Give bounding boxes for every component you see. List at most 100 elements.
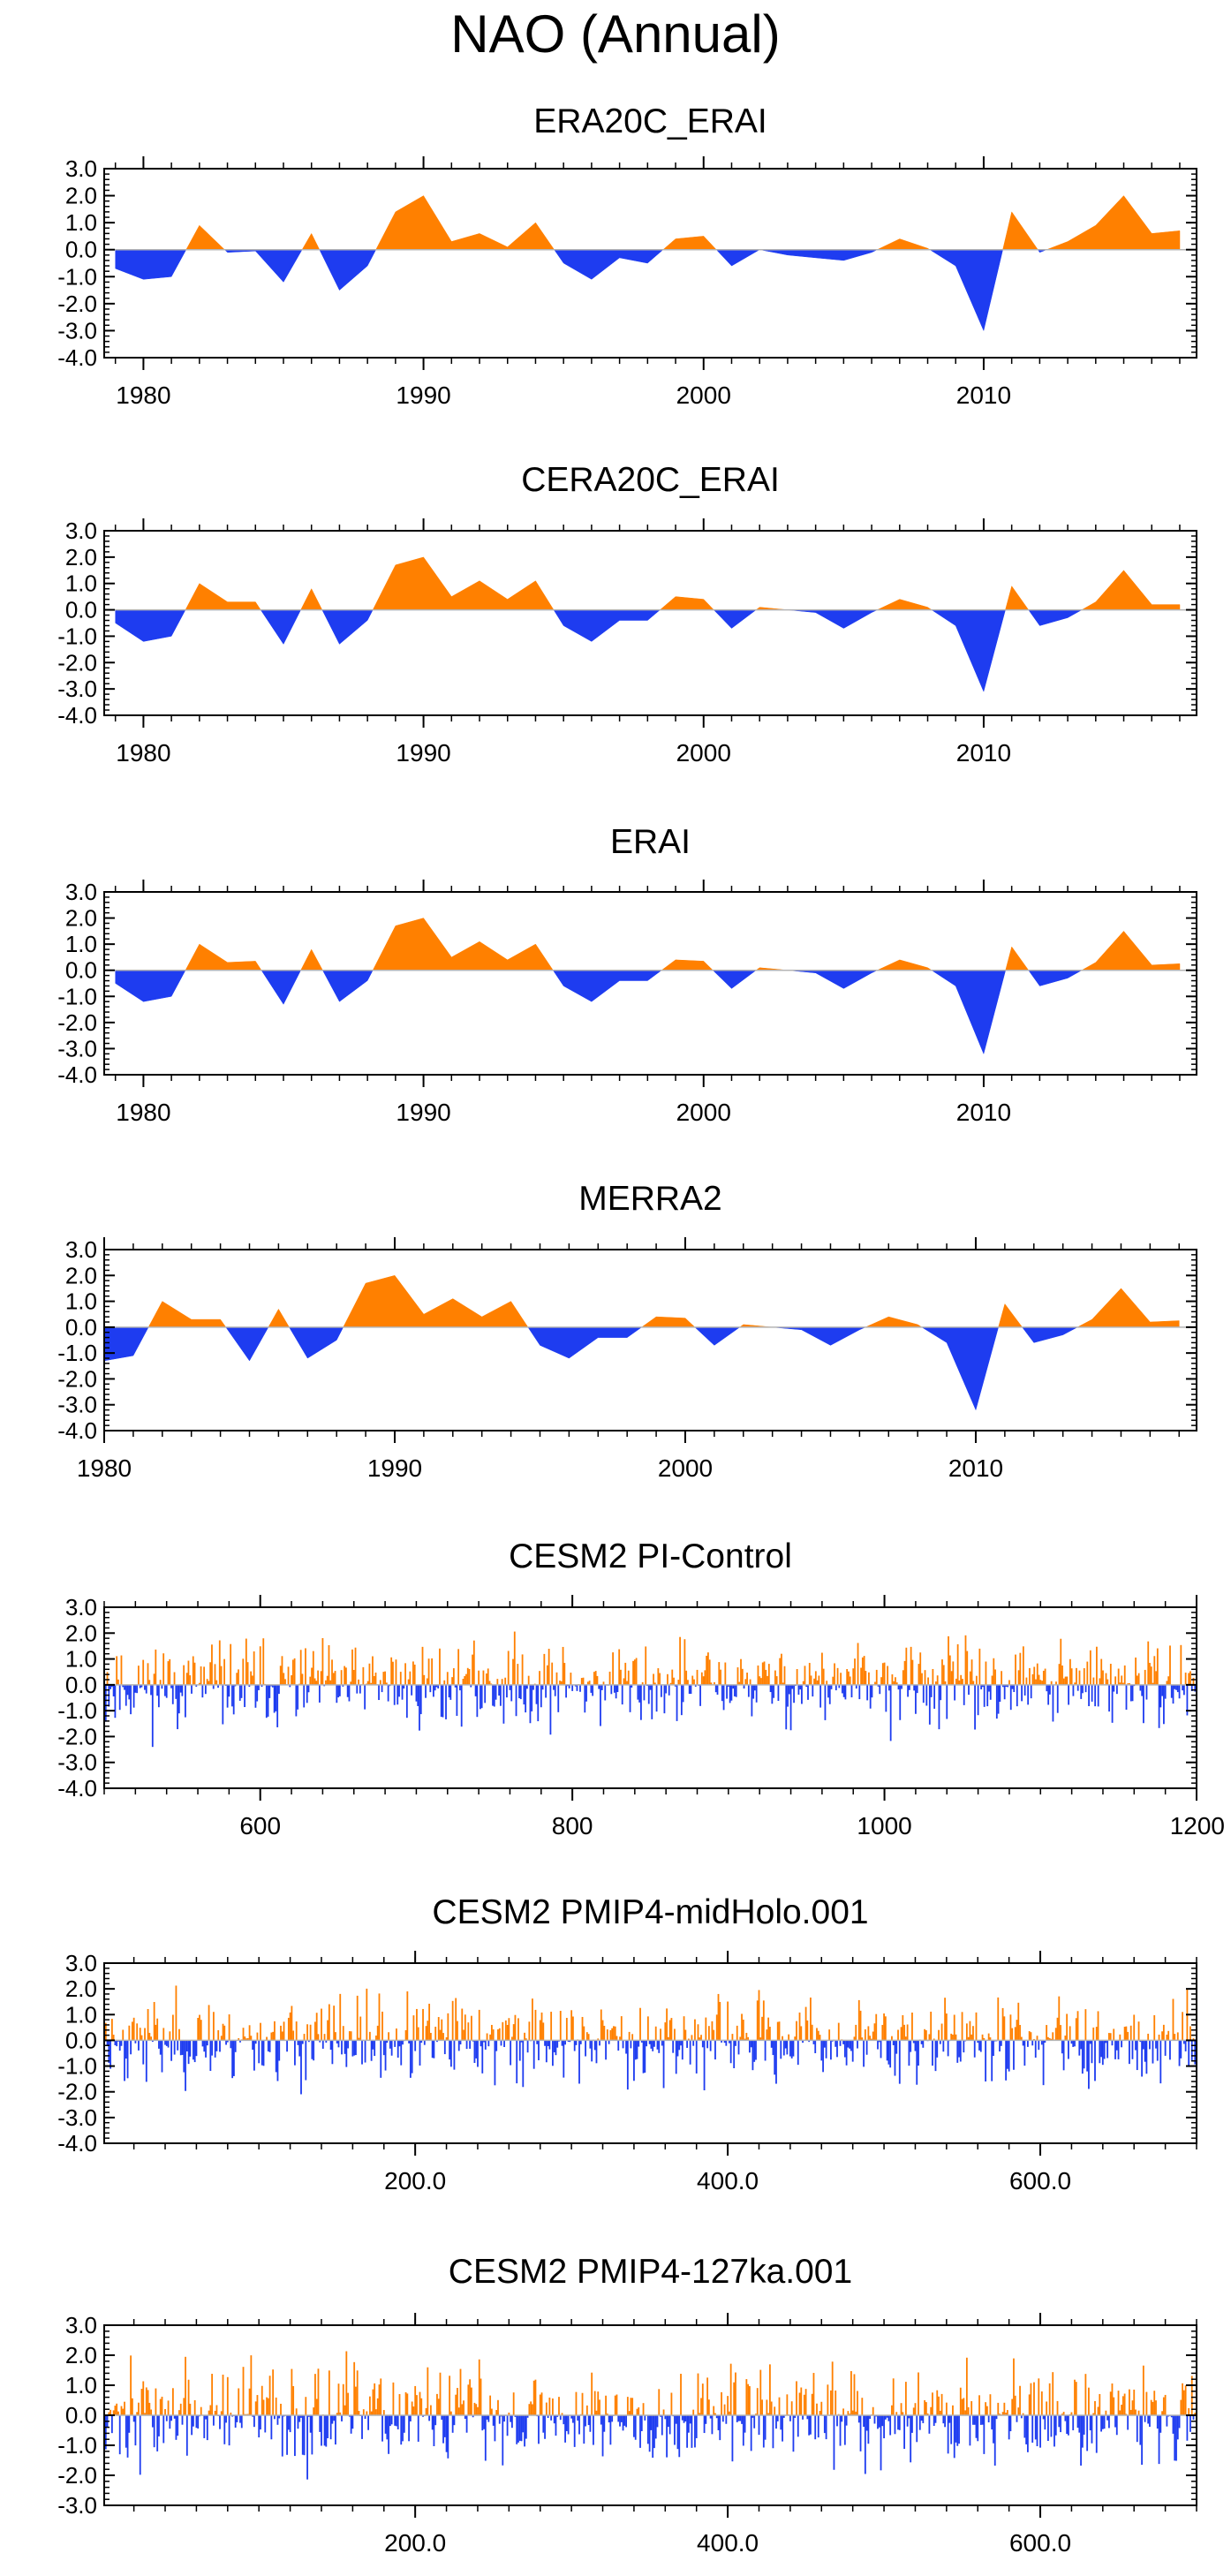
data-bar: [811, 2024, 813, 2041]
data-bar: [128, 2415, 131, 2433]
data-bar: [667, 2036, 669, 2041]
data-bar: [572, 2415, 574, 2423]
data-bar: [574, 1684, 577, 1687]
data-bar: [465, 2415, 468, 2433]
data-bar: [854, 1658, 856, 1685]
data-bar: [368, 2031, 371, 2041]
data-bar: [1075, 2018, 1077, 2041]
data-bar: [191, 2415, 193, 2436]
data-bar: [602, 1681, 605, 1685]
data-bar: [874, 1681, 876, 1685]
data-bar: [245, 2038, 247, 2041]
data-bar: [865, 2415, 868, 2431]
x-tick-label: 1200: [1170, 1812, 1225, 1839]
data-bar: [516, 2040, 518, 2084]
data-bar: [933, 1684, 936, 1709]
data-bar: [531, 1684, 533, 1711]
data-bar: [297, 2415, 299, 2429]
data-bar: [932, 2040, 933, 2066]
data-bar: [169, 2415, 171, 2429]
data-bar: [1172, 1998, 1174, 2041]
data-bar: [228, 1684, 230, 1697]
data-bar: [110, 1684, 111, 1689]
data-bar: [315, 2013, 318, 2041]
data-bar: [739, 2415, 742, 2421]
data-bar: [179, 1684, 182, 1693]
data-bar: [768, 2027, 771, 2041]
data-bar: [626, 2040, 629, 2090]
panel-6: CESM2 PMIP4-midHolo.0013.02.01.00.0-1.0-…: [57, 1893, 1197, 2195]
data-bar: [983, 2037, 986, 2041]
data-bar: [880, 2415, 882, 2471]
data-bar: [887, 1666, 889, 1685]
data-bar: [122, 2408, 125, 2415]
data-bar: [451, 1677, 453, 1685]
data-bar: [761, 2016, 763, 2041]
panel-2: CERA20C_ERAI3.02.01.00.0-1.0-2.0-3.0-4.0…: [57, 461, 1197, 767]
data-bar: [1158, 2034, 1160, 2041]
data-bar: [1086, 2415, 1089, 2451]
data-bar: [253, 2415, 255, 2428]
data-bar: [211, 1644, 213, 1685]
data-bar: [232, 1684, 235, 1715]
data-bar: [881, 2415, 884, 2427]
data-bar: [1016, 2020, 1018, 2041]
data-bar: [1106, 1679, 1109, 1685]
data-bar: [381, 1684, 383, 1693]
data-bar: [1192, 2038, 1195, 2041]
data-bar: [406, 2393, 409, 2415]
x-tick-label: 600.0: [1009, 2167, 1071, 2195]
data-bar: [459, 1684, 461, 1691]
data-bar: [689, 2040, 691, 2065]
data-bar: [1139, 2415, 1142, 2445]
data-bar: [786, 2394, 789, 2415]
data-bar: [849, 2414, 851, 2415]
data-bar: [927, 1677, 929, 1685]
data-bar: [725, 2415, 728, 2424]
y-tick-label: 2.0: [65, 1620, 97, 1646]
data-bar: [486, 2415, 488, 2420]
data-bar: [1158, 1684, 1160, 1728]
data-bar: [1152, 1682, 1154, 1685]
data-bar: [544, 2040, 546, 2046]
data-bar: [380, 2378, 382, 2415]
data-bar: [711, 2021, 714, 2041]
data-bar: [859, 2010, 862, 2041]
data-bar: [1036, 2036, 1038, 2041]
data-bar: [529, 1684, 532, 1724]
data-bar: [480, 2378, 482, 2415]
data-bar: [1101, 2415, 1104, 2429]
data-bar: [1076, 1684, 1079, 1691]
data-bar: [1034, 2415, 1037, 2440]
x-tick-label: 2010: [948, 1454, 1003, 1482]
data-bar: [787, 1684, 789, 1707]
data-bar: [693, 1679, 695, 1685]
data-bar: [938, 2029, 940, 2041]
data-bar: [638, 1684, 641, 1703]
data-bar: [684, 2029, 687, 2041]
data-bar: [812, 2040, 815, 2044]
data-bar: [517, 2018, 519, 2041]
data-bar: [272, 2369, 275, 2415]
data-bar: [634, 2415, 637, 2440]
data-bar: [443, 2040, 446, 2055]
data-bar: [900, 2027, 902, 2041]
data-bar: [822, 2040, 824, 2073]
data-bar: [386, 2415, 389, 2440]
data-bar: [802, 1681, 804, 1685]
data-bar: [449, 1684, 452, 1700]
data-bar: [578, 2040, 580, 2084]
data-bar: [718, 1662, 721, 1685]
data-bar: [214, 2040, 216, 2058]
data-bar: [281, 2415, 283, 2457]
positive-area: [115, 195, 1181, 250]
data-bar: [886, 2415, 888, 2418]
data-bar: [443, 1680, 446, 1685]
y-axis: 3.02.01.00.0-1.0-2.0-3.0: [57, 2312, 1197, 2519]
data-bar: [124, 2040, 125, 2081]
data-bar: [983, 1684, 986, 1707]
data-bar: [1006, 2040, 1008, 2069]
data-bar: [1129, 2025, 1132, 2041]
data-bar: [487, 1668, 489, 1685]
